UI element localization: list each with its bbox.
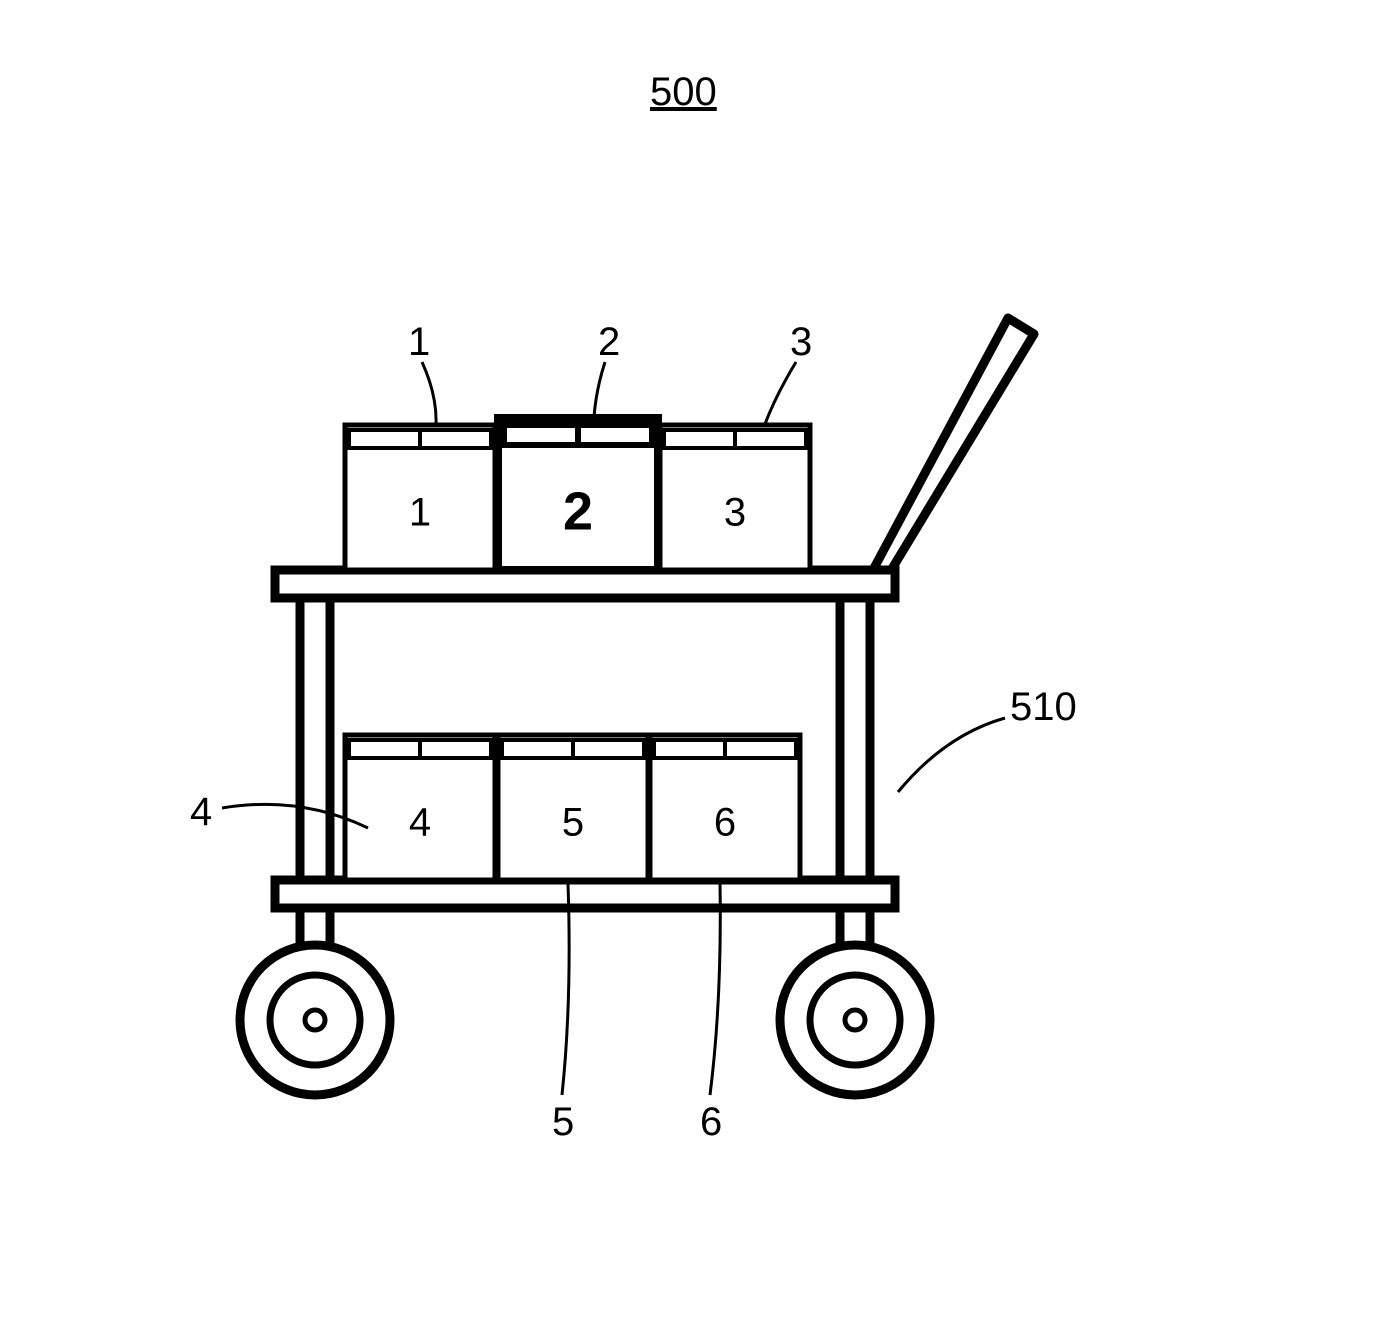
- leader-label-3: 3: [790, 320, 812, 365]
- leader-5: [562, 884, 569, 1095]
- leader-label-4: 4: [190, 790, 212, 835]
- cart-handle: [858, 318, 1034, 598]
- cart-left-wheel: [240, 945, 390, 1095]
- box-6-label: 6: [714, 801, 736, 845]
- leader-2: [594, 362, 605, 417]
- leader-1: [422, 362, 436, 424]
- box-3: 3: [660, 425, 810, 570]
- box-5-label: 5: [562, 801, 584, 845]
- box-6: 6: [650, 735, 800, 880]
- box-1: 1: [345, 425, 495, 570]
- cart-top-shelf: [275, 570, 895, 598]
- box-3-label: 3: [724, 491, 746, 535]
- cart-right-wheel: [780, 945, 930, 1095]
- box-2-label: 2: [563, 481, 593, 541]
- box-1-label: 1: [409, 491, 431, 535]
- cart-bottom-shelf: [275, 880, 895, 908]
- leader-label-1: 1: [408, 320, 430, 365]
- leader-510: [898, 718, 1005, 792]
- leader-label-510: 510: [1010, 685, 1077, 730]
- box-2: 2: [498, 418, 658, 570]
- box-5: 5: [498, 735, 648, 880]
- leader-label-5: 5: [552, 1100, 574, 1145]
- box-4-label: 4: [409, 801, 431, 845]
- box-4: 4: [345, 735, 495, 880]
- leader-label-2: 2: [598, 320, 620, 365]
- diagram-svg: 1 2 3 4 5 6: [0, 0, 1386, 1322]
- leader-6: [710, 884, 720, 1095]
- leader-3: [765, 362, 796, 424]
- leader-label-6: 6: [700, 1100, 722, 1145]
